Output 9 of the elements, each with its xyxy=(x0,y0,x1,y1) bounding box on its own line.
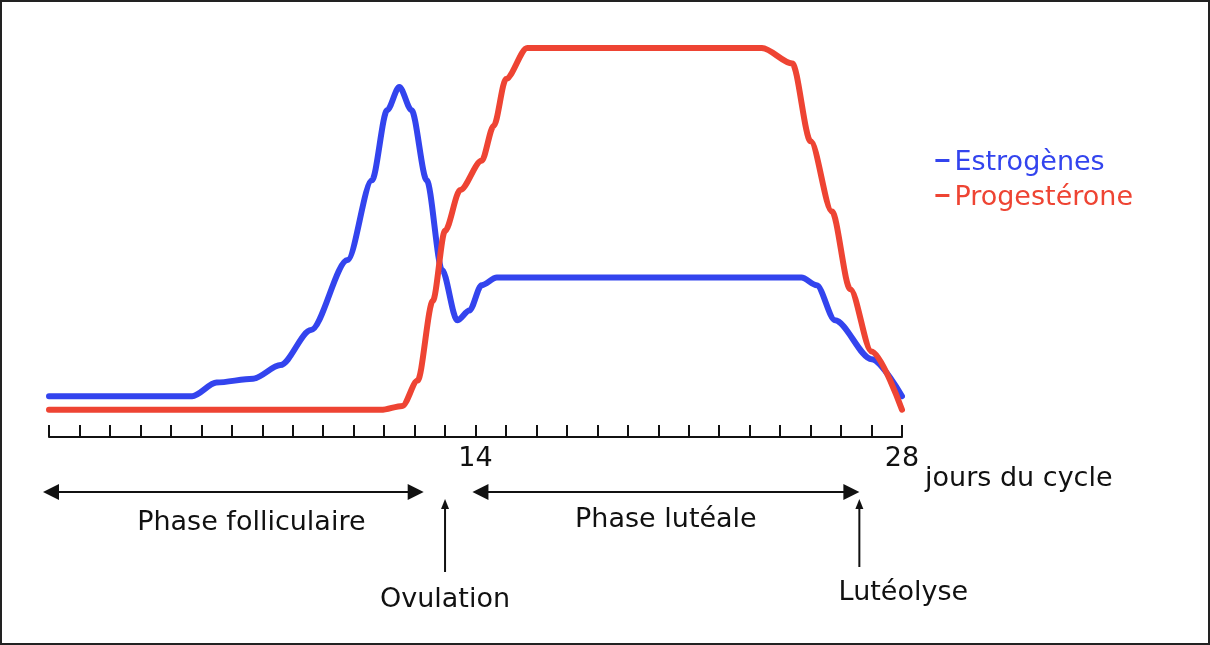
legend-label: Estrogènes xyxy=(954,145,1105,176)
text: Ovulation xyxy=(379,582,511,613)
x-tick-label: 28 xyxy=(884,441,920,472)
text: Phase folliculaire xyxy=(137,505,366,536)
text: Lutéolyse xyxy=(838,575,969,606)
text: Phase lutéale xyxy=(575,502,757,533)
x-axis-title: jours du cycle xyxy=(924,461,1113,492)
x-tick-label: 14 xyxy=(458,441,493,472)
legend-label: Progestérone xyxy=(954,180,1134,211)
